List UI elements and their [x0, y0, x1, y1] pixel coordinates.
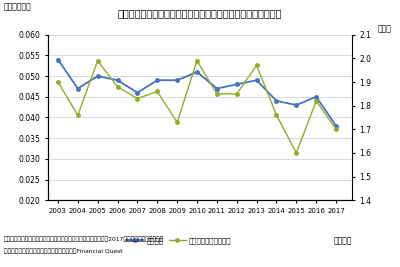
Text: （倍）: （倍） [378, 24, 392, 33]
Text: （図表１２）: （図表１２） [4, 3, 32, 12]
Legend: ジニ係数, 最大／最小（右目盛）: ジニ係数, 最大／最小（右目盛） [123, 234, 234, 246]
Text: （年度）: （年度） [334, 237, 352, 246]
最大／最小（右目盛） [175, 121, 180, 124]
最大／最小（右目盛） [135, 97, 140, 100]
Line: 最大／最小（右目盛）: 最大／最小（右目盛） [56, 59, 338, 155]
最大／最小（右目盛） [254, 64, 259, 67]
Text: 都道府県別人口一人当たりの税収格差（清算後の地方消費税）: 都道府県別人口一人当たりの税収格差（清算後の地方消費税） [118, 8, 282, 18]
最大／最小（右目盛） [334, 128, 338, 131]
ジニ係数 [115, 78, 120, 82]
最大／最小（右目盛） [76, 113, 80, 117]
ジニ係数 [214, 87, 219, 90]
ジニ係数 [334, 124, 338, 127]
最大／最小（右目盛） [195, 59, 200, 62]
ジニ係数 [294, 104, 299, 107]
Text: （資料）総務省「地方財政統計年報」、日経Financial Quest: （資料）総務省「地方財政統計年報」、日経Financial Quest [4, 249, 123, 254]
最大／最小（右目盛） [155, 90, 160, 93]
ジニ係数 [155, 78, 160, 82]
最大／最小（右目盛） [95, 59, 100, 62]
ジニ係数 [56, 58, 60, 61]
ジニ係数 [95, 74, 100, 78]
最大／最小（右目盛） [314, 99, 319, 103]
最大／最小（右目盛） [294, 151, 299, 155]
最大／最小（右目盛） [115, 85, 120, 88]
最大／最小（右目盛） [214, 92, 219, 95]
ジニ係数 [314, 95, 319, 99]
ジニ係数 [254, 78, 259, 82]
最大／最小（右目盛） [234, 92, 239, 95]
Text: （注意）地方消費税は、近年の税制改正の影響を見極めるため、2017年度までを対象とした。: （注意）地方消費税は、近年の税制改正の影響を見極めるため、2017年度までを対象… [4, 236, 164, 242]
ジニ係数 [135, 91, 140, 94]
ジニ係数 [175, 78, 180, 82]
最大／最小（右目盛） [56, 80, 60, 84]
ジニ係数 [195, 70, 200, 74]
ジニ係数 [274, 99, 279, 103]
ジニ係数 [76, 87, 80, 90]
最大／最小（右目盛） [274, 113, 279, 117]
Line: ジニ係数: ジニ係数 [56, 58, 338, 128]
ジニ係数 [234, 83, 239, 86]
